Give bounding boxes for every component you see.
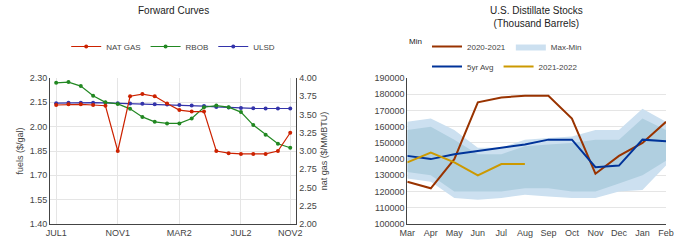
- svg-text:110000: 110000: [375, 203, 404, 213]
- svg-text:2.15: 2.15: [30, 97, 48, 107]
- svg-text:Oct: Oct: [565, 228, 580, 238]
- svg-text:Jul: Jul: [496, 228, 508, 238]
- svg-text:3.50: 3.50: [299, 110, 317, 120]
- svg-text:2.25: 2.25: [299, 201, 317, 211]
- svg-text:U.S. Distillate Stocks(Thousan: U.S. Distillate Stocks(Thousand Barrels): [490, 5, 583, 29]
- svg-text:Apr: Apr: [424, 228, 438, 238]
- svg-text:170000: 170000: [374, 106, 404, 116]
- svg-text:ULSD: ULSD: [253, 43, 275, 52]
- svg-text:Mar: Mar: [400, 228, 416, 238]
- svg-text:130000: 130000: [374, 170, 404, 180]
- svg-text:nat gas ($/MMBTU): nat gas ($/MMBTU): [319, 112, 329, 191]
- svg-text:1.85: 1.85: [30, 146, 48, 156]
- svg-text:160000: 160000: [374, 122, 404, 132]
- svg-text:Nov: Nov: [587, 228, 604, 238]
- svg-text:3.00: 3.00: [299, 146, 317, 156]
- svg-text:NOV2: NOV2: [278, 228, 303, 238]
- svg-text:2021-2022: 2021-2022: [539, 63, 578, 72]
- svg-text:Min: Min: [409, 37, 422, 46]
- svg-text:140000: 140000: [374, 154, 404, 164]
- svg-text:JUL1: JUL1: [46, 228, 67, 238]
- svg-text:2020-2021: 2020-2021: [467, 43, 506, 52]
- svg-text:NAT GAS: NAT GAS: [106, 43, 140, 52]
- svg-text:120000: 120000: [374, 187, 404, 197]
- svg-text:2.50: 2.50: [299, 183, 317, 193]
- svg-text:1.70: 1.70: [30, 170, 48, 180]
- svg-text:5yr Avg: 5yr Avg: [467, 63, 494, 72]
- svg-text:3.75: 3.75: [299, 91, 317, 101]
- svg-text:100000: 100000: [374, 219, 404, 229]
- svg-text:4.00: 4.00: [299, 73, 317, 83]
- svg-text:190000: 190000: [374, 73, 404, 83]
- svg-text:MAR2: MAR2: [167, 228, 192, 238]
- svg-text:Sep: Sep: [540, 228, 556, 238]
- svg-text:150000: 150000: [374, 138, 404, 148]
- svg-text:NOV1: NOV1: [106, 228, 131, 238]
- svg-text:3.25: 3.25: [299, 128, 317, 138]
- svg-text:Aug: Aug: [517, 228, 533, 238]
- svg-text:Dec: Dec: [611, 228, 628, 238]
- svg-text:2.30: 2.30: [30, 73, 48, 83]
- svg-text:2.00: 2.00: [30, 122, 48, 132]
- svg-text:Jun: Jun: [471, 228, 486, 238]
- svg-text:JUL2: JUL2: [230, 228, 251, 238]
- svg-text:1.55: 1.55: [30, 195, 48, 205]
- svg-text:Forward Curves: Forward Curves: [138, 5, 209, 16]
- svg-text:Jan: Jan: [635, 228, 650, 238]
- svg-text:180000: 180000: [374, 89, 404, 99]
- svg-text:Feb: Feb: [658, 228, 674, 238]
- svg-text:Max-Min: Max-Min: [551, 43, 582, 52]
- svg-text:May: May: [446, 228, 464, 238]
- svg-text:2.75: 2.75: [299, 164, 317, 174]
- svg-text:fuels ($/gal): fuels ($/gal): [15, 127, 25, 174]
- svg-text:RBOB: RBOB: [186, 43, 209, 52]
- svg-text:1.40: 1.40: [30, 219, 48, 229]
- svg-text:2.00: 2.00: [299, 219, 317, 229]
